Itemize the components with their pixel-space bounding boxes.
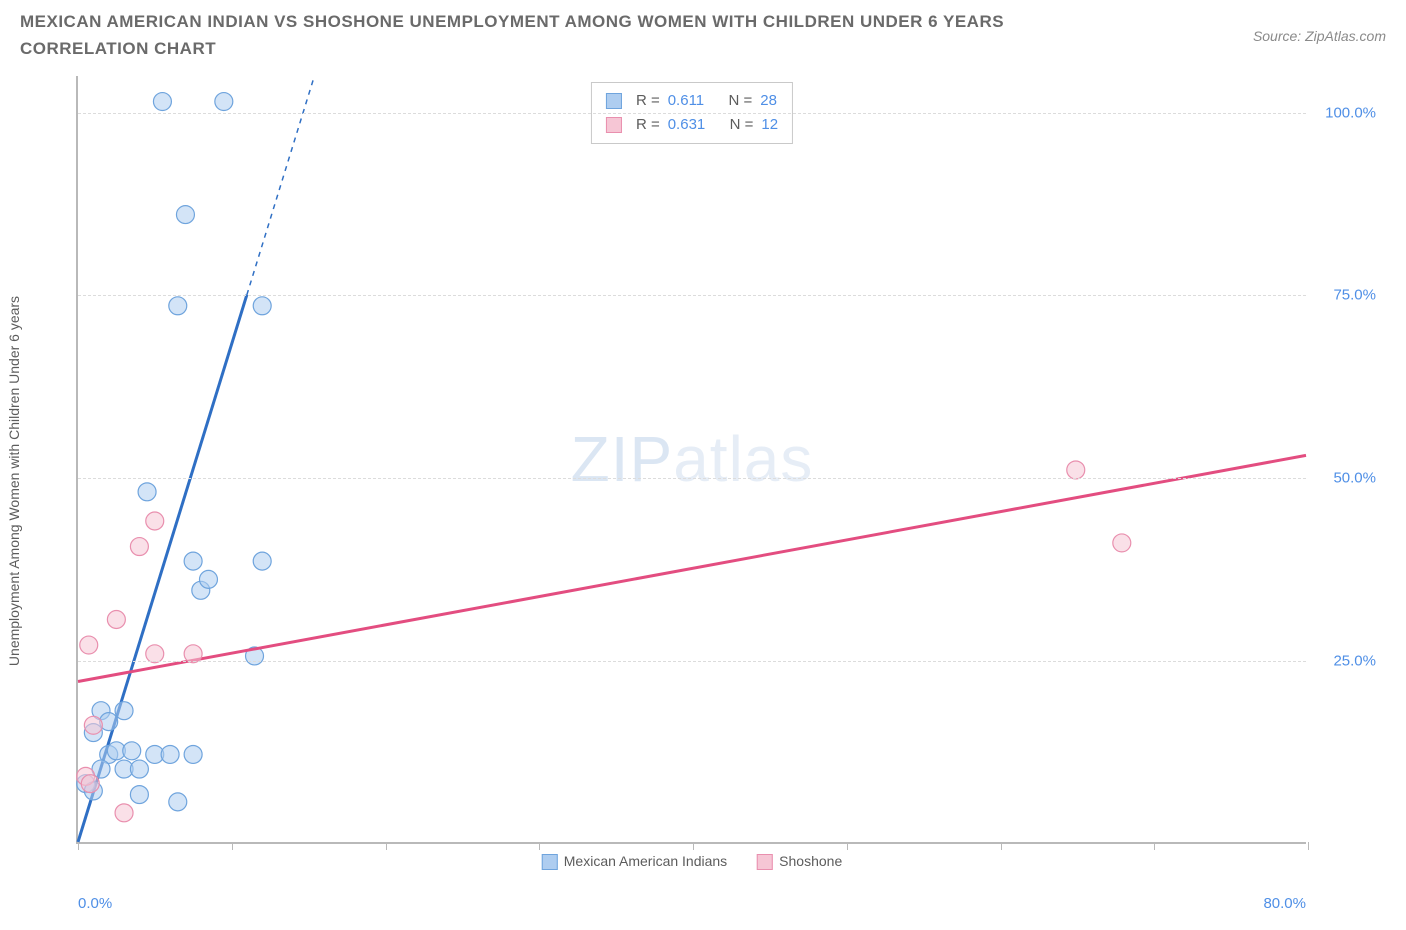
legend-swatch — [542, 854, 558, 870]
legend-item: Shoshone — [757, 853, 842, 870]
scatter-svg — [78, 76, 1306, 842]
r-label: R = — [636, 113, 660, 137]
plot-area: ZIPatlas R = 0.611 N = 28 R = 0.631 N = … — [76, 76, 1306, 844]
data-point — [115, 702, 133, 720]
legend-swatch — [606, 117, 622, 133]
r-value: 0.631 — [668, 113, 706, 137]
regression-line-extrapolated — [247, 76, 315, 295]
legend-swatch — [606, 93, 622, 109]
data-point — [1113, 534, 1131, 552]
y-tick-label: 100.0% — [1325, 104, 1376, 121]
x-tick — [386, 842, 387, 850]
r-value: 0.611 — [668, 89, 704, 113]
legend-label: Mexican American Indians — [564, 853, 727, 869]
n-label: N = — [730, 113, 754, 137]
data-point — [81, 775, 99, 793]
data-point — [153, 93, 171, 111]
gridline — [78, 113, 1306, 114]
source-attribution: Source: ZipAtlas.com — [1253, 8, 1386, 44]
y-tick-label: 25.0% — [1333, 653, 1376, 670]
data-point — [123, 742, 141, 760]
legend-item: Mexican American Indians — [542, 853, 727, 870]
y-tick-label: 75.0% — [1333, 287, 1376, 304]
data-point — [84, 716, 102, 734]
gridline — [78, 295, 1306, 296]
y-tick-label: 50.0% — [1333, 470, 1376, 487]
data-point — [146, 512, 164, 530]
data-point — [184, 552, 202, 570]
data-point — [184, 745, 202, 763]
x-label-max: 80.0% — [1263, 895, 1306, 912]
series-legend: Mexican American Indians Shoshone — [542, 853, 842, 870]
data-point — [80, 636, 98, 654]
x-tick — [1308, 842, 1309, 850]
legend-label: Shoshone — [779, 853, 842, 869]
data-point — [253, 552, 271, 570]
y-axis-label: Unemployment Among Women with Children U… — [6, 296, 22, 666]
data-point — [199, 570, 217, 588]
data-point — [115, 804, 133, 822]
x-tick — [78, 842, 79, 850]
x-tick — [539, 842, 540, 850]
data-point — [169, 297, 187, 315]
data-point — [130, 538, 148, 556]
x-tick — [1154, 842, 1155, 850]
data-point — [161, 745, 179, 763]
x-tick — [1001, 842, 1002, 850]
legend-swatch — [757, 854, 773, 870]
data-point — [130, 786, 148, 804]
data-point — [176, 206, 194, 224]
data-point — [253, 297, 271, 315]
data-point — [215, 93, 233, 111]
n-value: 28 — [760, 89, 777, 113]
data-point — [146, 645, 164, 663]
plot-container: Unemployment Among Women with Children U… — [42, 76, 1386, 886]
chart-title: MEXICAN AMERICAN INDIAN VS SHOSHONE UNEM… — [20, 8, 1120, 62]
data-point — [138, 483, 156, 501]
n-label: N = — [728, 89, 752, 113]
x-label-min: 0.0% — [78, 895, 112, 912]
x-tick — [693, 842, 694, 850]
correlation-row: R = 0.611 N = 28 — [606, 89, 778, 113]
data-point — [184, 645, 202, 663]
data-point — [130, 760, 148, 778]
gridline — [78, 661, 1306, 662]
data-point — [107, 611, 125, 629]
r-label: R = — [636, 89, 660, 113]
x-tick — [232, 842, 233, 850]
gridline — [78, 478, 1306, 479]
n-value: 12 — [761, 113, 778, 137]
data-point — [169, 793, 187, 811]
correlation-row: R = 0.631 N = 12 — [606, 113, 778, 137]
data-point — [1067, 461, 1085, 479]
x-tick — [847, 842, 848, 850]
